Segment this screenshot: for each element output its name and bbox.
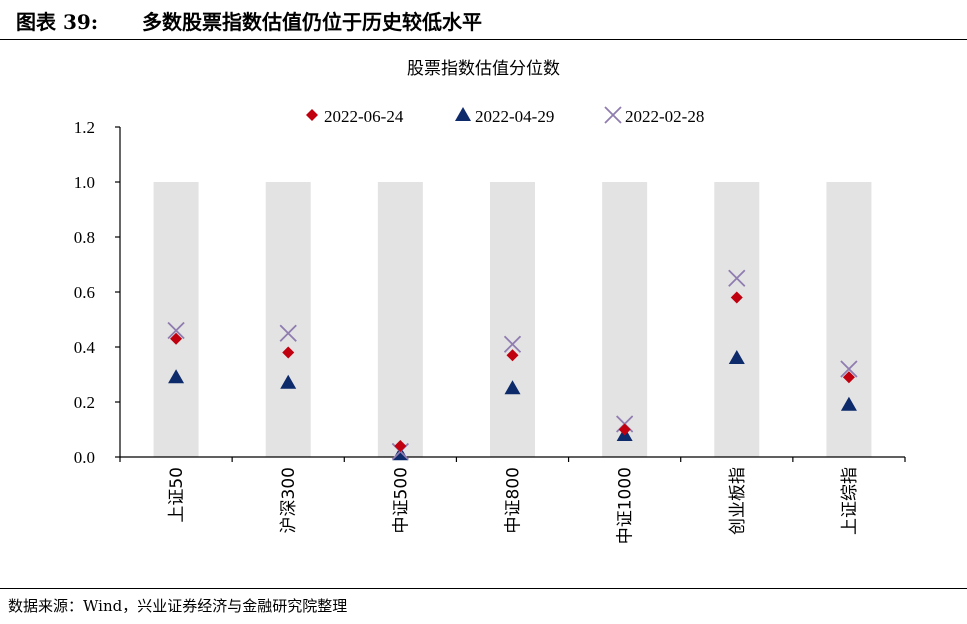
background-bar-5 bbox=[714, 182, 760, 457]
source-note: 数据来源：Wind，兴业证券经济与金融研究院整理 bbox=[8, 597, 348, 615]
y-tick-label-5: 1.0 bbox=[74, 173, 95, 192]
footer: 数据来源：Wind，兴业证券经济与金融研究院整理 bbox=[0, 588, 967, 624]
y-tick-label-6: 1.2 bbox=[74, 118, 95, 137]
x-category-label-0: 上证50 bbox=[167, 467, 187, 523]
point-diamond-5 bbox=[730, 291, 743, 304]
point-x-5 bbox=[728, 269, 746, 287]
x-category-label-1: 沪深300 bbox=[279, 467, 299, 533]
legend-marker-0 bbox=[306, 109, 318, 121]
y-tick-label-0: 0.0 bbox=[74, 448, 95, 467]
point-diamond-6 bbox=[842, 371, 855, 384]
legend-label-1: 2022-04-29 bbox=[475, 107, 554, 126]
chart: 0.0 0.2 0.4 0.6 0.8 1.0 1.2 上证50 沪深300 中证500 中证800… bbox=[74, 106, 906, 544]
x-category-label-4: 中证1000 bbox=[616, 467, 636, 544]
figure-label: 图表 39: bbox=[16, 10, 99, 34]
point-triangle-1 bbox=[280, 374, 297, 389]
point-diamond-0 bbox=[170, 332, 183, 345]
background-bar-0 bbox=[153, 182, 199, 457]
legend-label-0: 2022-06-24 bbox=[324, 107, 404, 126]
background-bar-2 bbox=[377, 182, 423, 457]
y-tick-label-1: 0.2 bbox=[74, 393, 95, 412]
point-x-3 bbox=[503, 335, 522, 353]
point-diamond-2 bbox=[394, 440, 407, 452]
legend-marker-1 bbox=[455, 107, 471, 121]
x-category-label-5: 创业板指 bbox=[728, 467, 748, 535]
chart-title: 股票指数估值分位数 bbox=[407, 59, 560, 79]
y-tick-label-3: 0.6 bbox=[74, 283, 95, 302]
point-triangle-5 bbox=[728, 350, 745, 364]
background-bar-4 bbox=[602, 182, 648, 457]
point-x-6 bbox=[840, 360, 858, 378]
y-tick-label-4: 0.8 bbox=[74, 228, 95, 247]
point-x-1 bbox=[279, 324, 297, 342]
point-diamond-3 bbox=[506, 349, 519, 362]
background-bar-6 bbox=[826, 182, 872, 457]
legend-marker-2 bbox=[604, 106, 622, 124]
legend-label-2: 2022-02-28 bbox=[625, 107, 704, 126]
figure-header: 图表 39: 多数股票指数估值仍位于历史较低水平 bbox=[0, 0, 967, 40]
background-bar-3 bbox=[490, 182, 535, 457]
point-triangle-0 bbox=[168, 369, 185, 384]
x-category-label-3: 中证800 bbox=[504, 467, 524, 533]
point-x-0 bbox=[167, 321, 185, 340]
figure-title: 多数股票指数估值仍位于历史较低水平 bbox=[142, 10, 482, 34]
point-triangle-3 bbox=[504, 380, 521, 395]
point-diamond-4 bbox=[618, 423, 631, 436]
x-category-label-2: 中证500 bbox=[391, 467, 411, 533]
x-category-label-6: 上证综指 bbox=[840, 467, 860, 535]
point-diamond-1 bbox=[282, 346, 295, 359]
point-triangle-6 bbox=[840, 396, 857, 411]
y-tick-label-2: 0.4 bbox=[74, 338, 96, 357]
background-bar-1 bbox=[265, 182, 311, 457]
